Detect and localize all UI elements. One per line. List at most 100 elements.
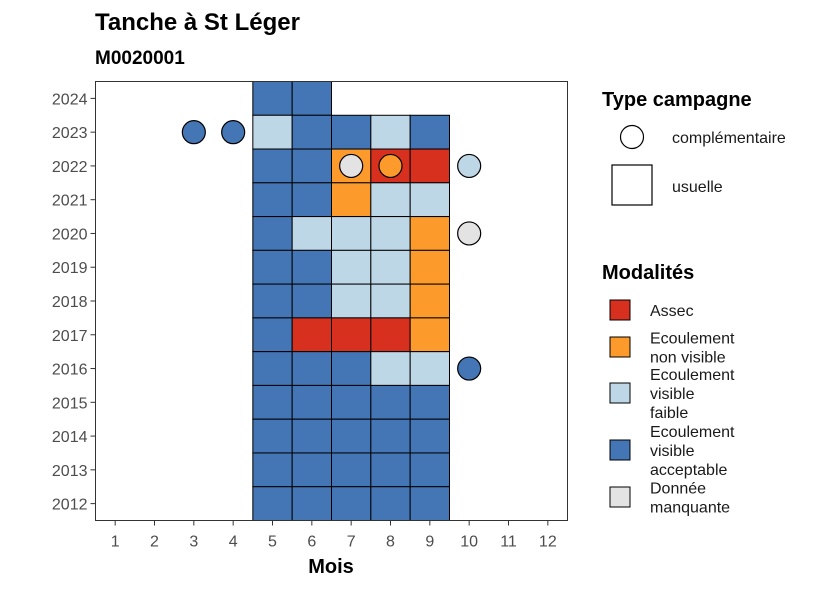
tile-2012-6 xyxy=(291,486,332,522)
legend-key-ecoulement-visible-acceptable xyxy=(609,439,631,461)
legend-label-assec-1: Assec xyxy=(650,303,694,320)
tile-2013-6 xyxy=(291,452,332,488)
point-2023-4 xyxy=(221,120,246,145)
tile-2017-7 xyxy=(331,317,372,353)
tile-2015-5 xyxy=(252,384,293,420)
point-2020-10 xyxy=(457,221,482,246)
tile-2017-8 xyxy=(370,317,411,353)
tile-2012-9 xyxy=(409,486,450,522)
x-tick-label-6: 6 xyxy=(307,534,316,551)
tile-2014-8 xyxy=(370,418,411,454)
tile-2012-5 xyxy=(252,486,293,522)
tile-2016-8 xyxy=(370,351,411,386)
tile-2019-9 xyxy=(409,249,450,285)
tile-2013-7 xyxy=(331,452,372,488)
x-tick-label-7: 7 xyxy=(347,534,356,551)
tile-2013-5 xyxy=(252,452,293,488)
tile-2018-7 xyxy=(331,283,372,319)
point-2023-3 xyxy=(181,120,206,145)
legend-label-donnee-manquante-1: Donnée xyxy=(650,481,706,498)
tile-2018-8 xyxy=(370,283,411,319)
legend-key-ecoulement-visible-faible xyxy=(609,382,631,404)
tile-2020-7 xyxy=(331,216,372,251)
tile-2016-7 xyxy=(331,351,372,386)
y-tick-label-2023: 2023 xyxy=(52,125,88,142)
tile-2016-5 xyxy=(252,351,293,386)
tile-2020-9 xyxy=(409,216,450,251)
y-tick-label-2022: 2022 xyxy=(52,159,88,176)
x-axis-title: Mois xyxy=(308,556,354,578)
legend-label-usuelle: usuelle xyxy=(672,179,723,196)
legend-key-usuelle xyxy=(611,164,653,206)
x-tick-label-4: 4 xyxy=(229,534,238,551)
tile-2014-7 xyxy=(331,418,372,454)
tile-2015-8 xyxy=(370,384,411,420)
legend-label-complementaire: complémentaire xyxy=(672,130,786,147)
y-tick-label-2017: 2017 xyxy=(52,328,88,345)
tile-2020-8 xyxy=(370,216,411,251)
x-tick-label-11: 11 xyxy=(500,534,517,551)
tile-2023-8 xyxy=(370,114,411,150)
tile-2021-5 xyxy=(252,182,293,218)
tile-2019-5 xyxy=(252,249,293,285)
y-axis: 2012 2013 2014 2015 2016 2017 2018 2019 2020 2021… xyxy=(52,91,96,514)
tile-2018-5 xyxy=(252,283,293,319)
x-tick-label-1: 1 xyxy=(111,534,120,551)
x-tick-label-10: 10 xyxy=(460,534,478,551)
y-tick-label-2013: 2013 xyxy=(52,463,88,480)
legend-label-ecoulement-visible-faible-2: visible xyxy=(650,386,695,403)
legend-key-donnee-manquante xyxy=(609,486,631,508)
tile-2019-7 xyxy=(331,249,372,285)
tile-2019-6 xyxy=(291,249,332,285)
legend-label-ecoulement-non-visible-1: Ecoulement xyxy=(650,331,735,348)
tile-2021-7 xyxy=(331,182,372,218)
tile-2023-9 xyxy=(409,114,450,150)
legend-modalites-title: Modalités xyxy=(602,262,694,284)
tile-2017-6 xyxy=(291,317,332,353)
legend-label-ecoulement-visible-acceptable-1: Ecoulement xyxy=(650,424,735,441)
y-tick-label-2019: 2019 xyxy=(52,260,88,277)
legend-key-ecoulement-non-visible xyxy=(609,336,631,358)
x-tick-label-8: 8 xyxy=(386,534,395,551)
x-tick-label-5: 5 xyxy=(268,534,277,551)
tile-2012-8 xyxy=(370,486,411,522)
tile-2023-5 xyxy=(252,114,293,150)
x-tick-label-2: 2 xyxy=(150,534,159,551)
legend-type-title: Type campagne xyxy=(602,89,752,111)
tile-2013-9 xyxy=(409,452,450,488)
tile-2018-6 xyxy=(291,283,332,319)
legend-label-ecoulement-visible-acceptable-3: acceptable xyxy=(650,462,727,479)
tile-2014-6 xyxy=(291,418,332,454)
tile-2017-9 xyxy=(409,317,450,353)
tile-2022-5 xyxy=(252,148,293,184)
legend-label-ecoulement-visible-faible-1: Ecoulement xyxy=(650,367,735,384)
chart-title: Tanche à St Léger xyxy=(95,9,300,36)
tile-2023-7 xyxy=(331,114,372,150)
legend-label-ecoulement-non-visible-2: non visible xyxy=(650,350,726,367)
y-tick-label-2015: 2015 xyxy=(52,395,88,412)
tile-2024-6 xyxy=(291,81,332,116)
point-2022-8 xyxy=(378,153,403,179)
legend-label-donnee-manquante-2: manquante xyxy=(650,500,730,517)
tile-2012-7 xyxy=(331,486,372,522)
tile-2015-9 xyxy=(409,384,450,420)
legend-key-assec xyxy=(609,299,631,321)
y-tick-label-2014: 2014 xyxy=(52,429,88,446)
tile-2024-5 xyxy=(252,81,293,116)
y-tick-label-2016: 2016 xyxy=(52,362,88,379)
legend-label-ecoulement-visible-faible-3: faible xyxy=(650,405,688,422)
tile-2014-9 xyxy=(409,418,450,454)
tile-2022-9 xyxy=(409,148,450,184)
y-tick-label-2021: 2021 xyxy=(52,193,88,210)
usuelle-tiles xyxy=(252,81,450,522)
tile-2018-9 xyxy=(409,283,450,319)
legend-type-campagne: complémentaire usuelle xyxy=(611,124,786,206)
point-2022-7 xyxy=(339,153,364,179)
legend-key-complementaire xyxy=(619,124,645,150)
point-2016-10 xyxy=(457,356,482,381)
tile-2020-6 xyxy=(291,216,332,251)
complementaire-points xyxy=(181,120,482,381)
tile-2021-6 xyxy=(291,182,332,218)
